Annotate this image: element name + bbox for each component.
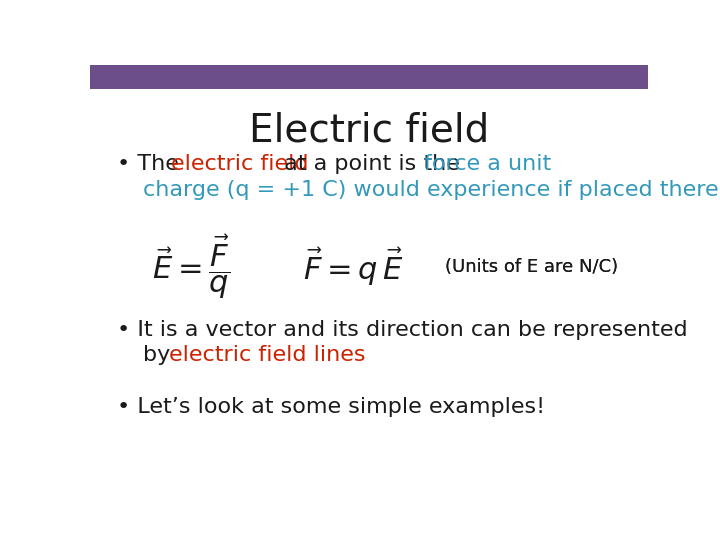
Text: charge (q = +1 C) would experience if placed there: charge (q = +1 C) would experience if pl… — [143, 180, 719, 200]
Text: (Units of E are N/C): (Units of E are N/C) — [445, 258, 618, 275]
Text: $\vec{E} = \dfrac{\vec{F}}{q}$: $\vec{E} = \dfrac{\vec{F}}{q}$ — [152, 232, 230, 301]
Text: • The: • The — [117, 154, 186, 174]
Text: at a point is the: at a point is the — [277, 154, 467, 174]
Text: • It is a vector and its direction can be represented: • It is a vector and its direction can b… — [117, 320, 688, 340]
Text: by: by — [143, 345, 177, 365]
Text: (Units of E are N/C): (Units of E are N/C) — [445, 258, 618, 275]
Text: $\vec{F} = q\,\vec{E}$: $\vec{F} = q\,\vec{E}$ — [303, 246, 404, 288]
Text: • Let’s look at some simple examples!: • Let’s look at some simple examples! — [117, 397, 545, 417]
Text: electric field: electric field — [171, 154, 308, 174]
Text: force a unit: force a unit — [424, 154, 552, 174]
Text: Electric field: Electric field — [249, 111, 489, 149]
Text: electric field lines: electric field lines — [169, 345, 366, 365]
Bar — [90, 65, 648, 90]
